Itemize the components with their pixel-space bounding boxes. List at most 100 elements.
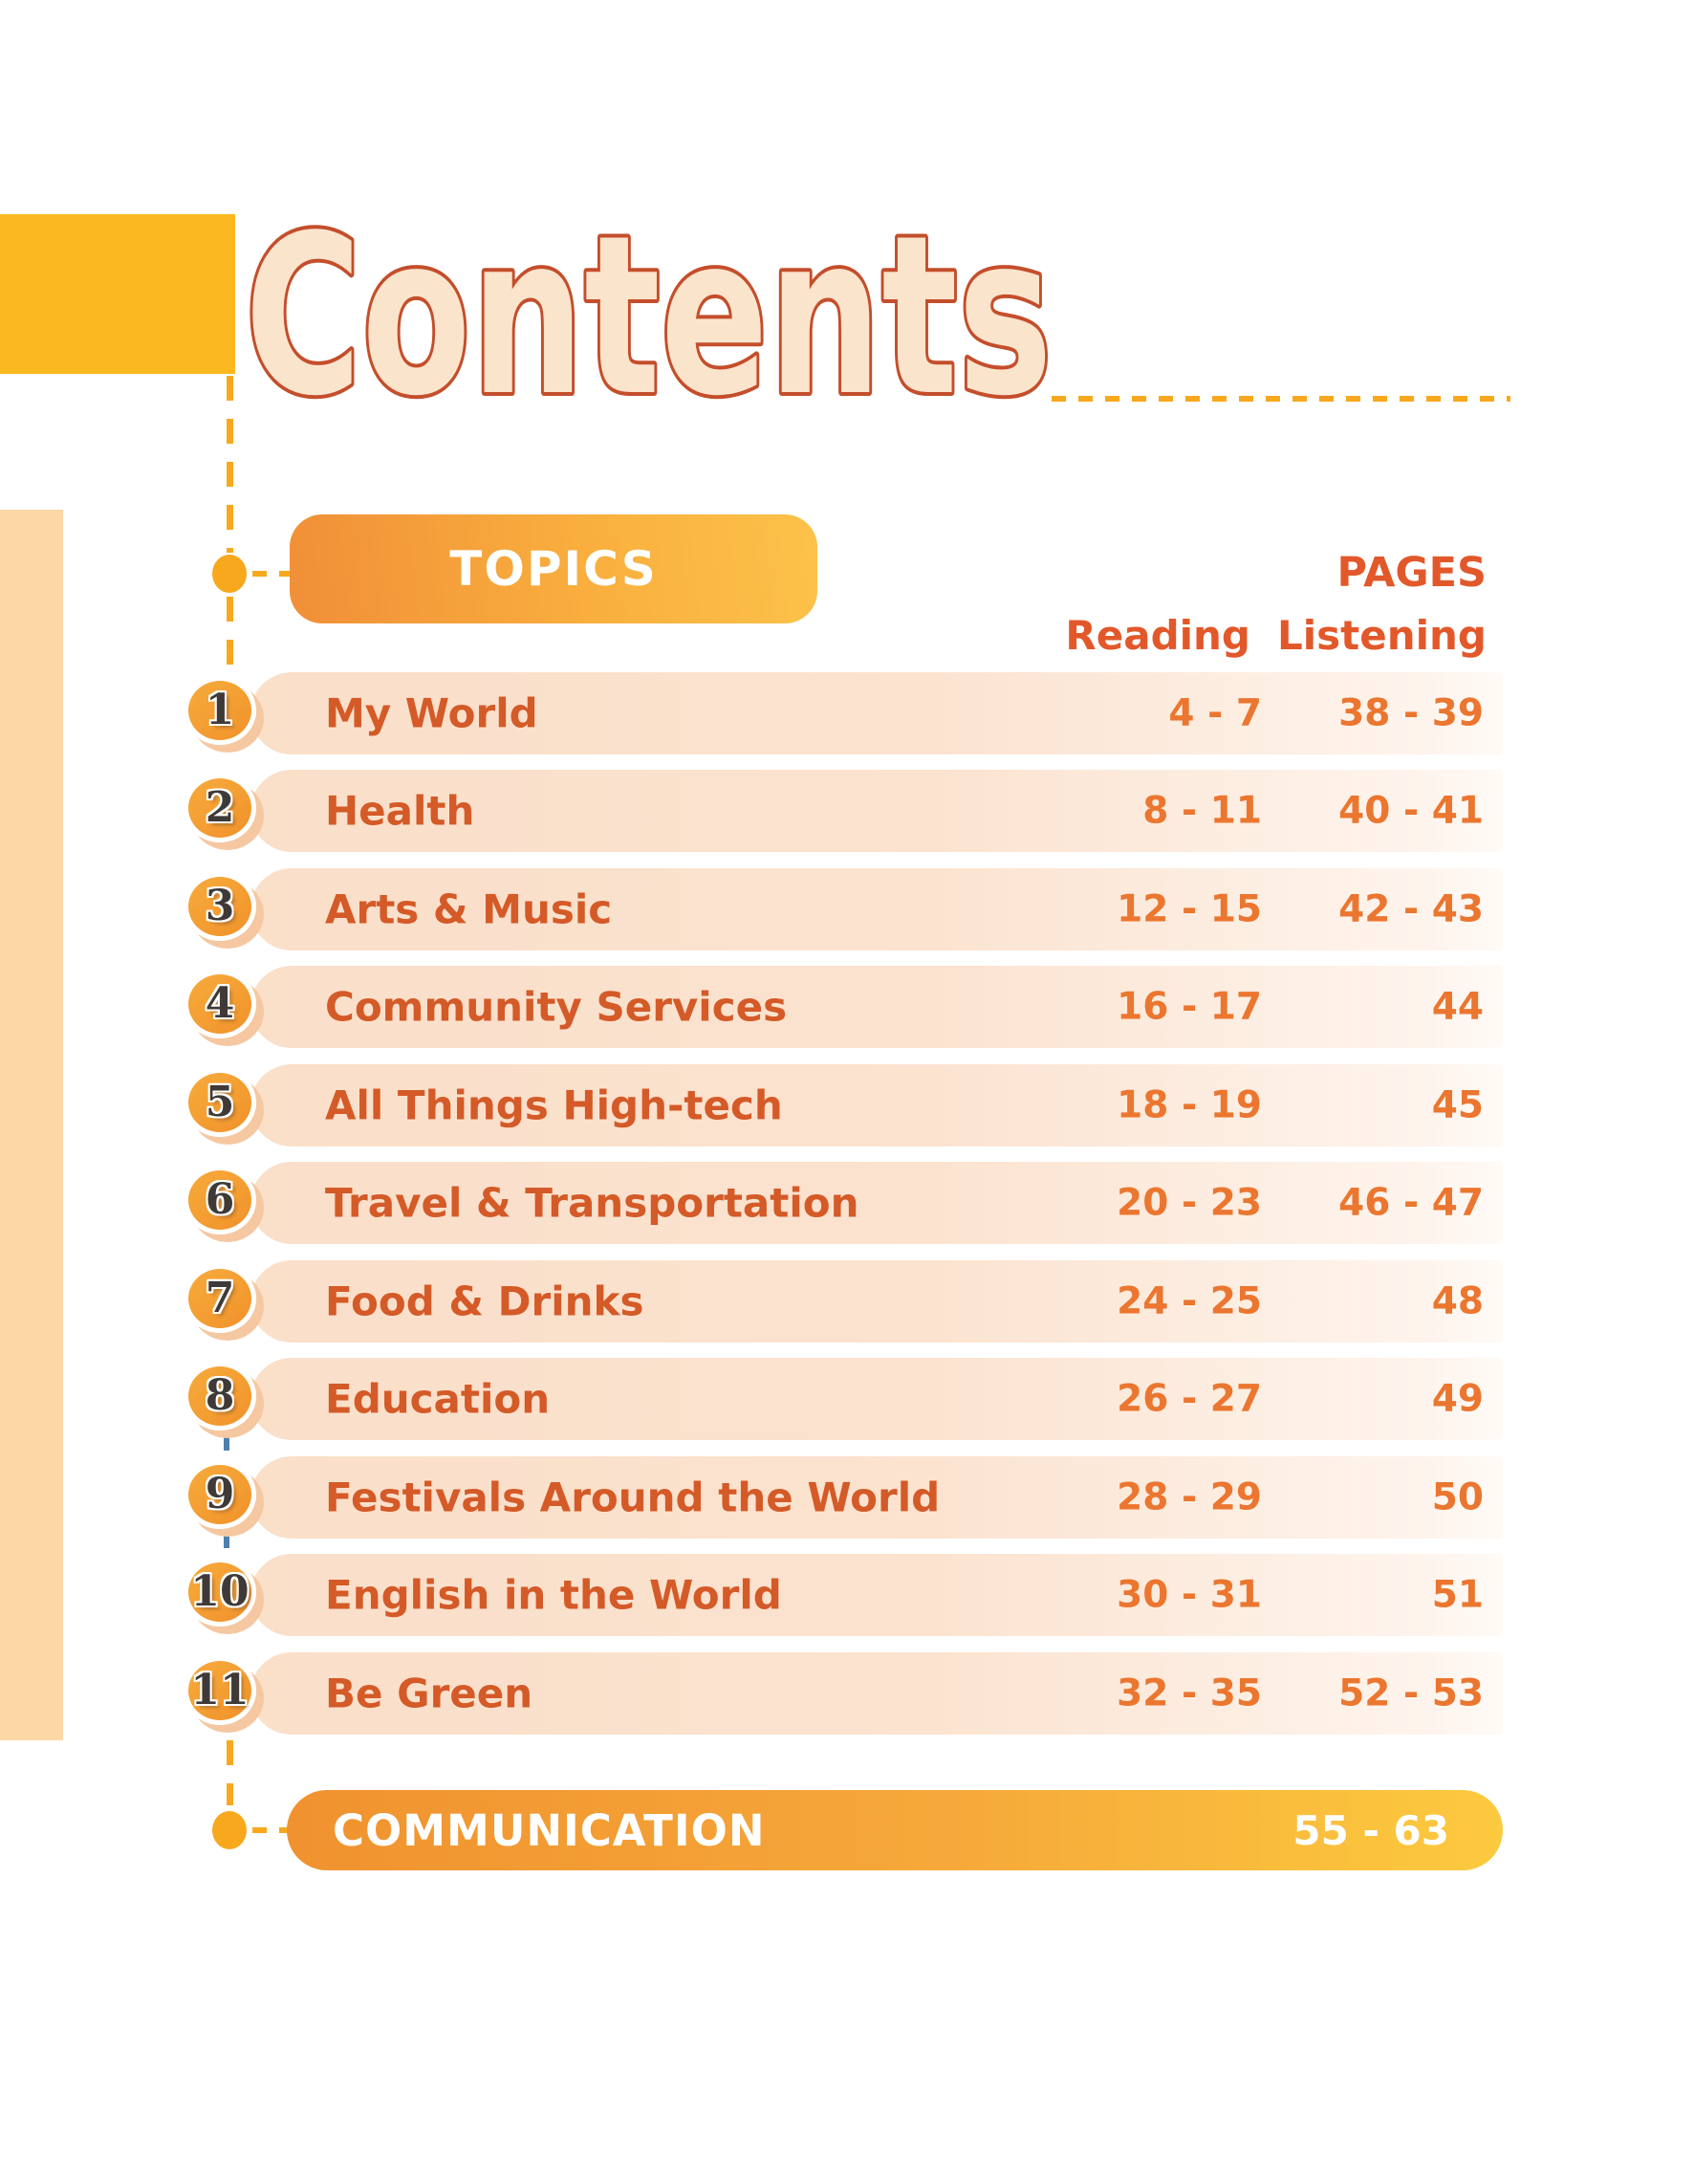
listening-pages: 51 [1431, 1573, 1484, 1617]
row-bar [250, 1456, 1503, 1539]
blue-dash-fragment [224, 1436, 229, 1451]
reading-pages: 18 - 19 [1117, 1083, 1262, 1127]
row-bar [250, 966, 1503, 1048]
title-dashed-line [1052, 396, 1510, 402]
listening-pages: 38 - 39 [1338, 691, 1484, 735]
unit-number: 7 [205, 1274, 235, 1322]
connector-dashed-line-top [227, 376, 233, 553]
reading-pages: 28 - 29 [1117, 1475, 1262, 1519]
table-row: English in the World 30 - 31 51 10 [0, 1554, 1694, 1636]
listening-pages: 45 [1431, 1083, 1484, 1127]
topics-header-pill: TOPICS [290, 514, 817, 623]
unit-number-badge: 8 [184, 1362, 256, 1431]
table-row: Be Green 32 - 35 52 - 53 11 [0, 1652, 1694, 1735]
listening-pages: 48 [1431, 1279, 1484, 1323]
row-bar [250, 672, 1503, 754]
row-bar [250, 1064, 1503, 1147]
unit-label: My World [325, 689, 538, 737]
reading-pages: 8 - 11 [1142, 789, 1262, 833]
table-row: Arts & Music 12 - 15 42 - 43 3 [0, 868, 1694, 950]
unit-label: Education [325, 1375, 551, 1423]
unit-number-badge: 6 [184, 1166, 256, 1234]
reading-pages: 26 - 27 [1117, 1377, 1262, 1421]
unit-label: All Things High-tech [325, 1081, 783, 1129]
row-bar [250, 868, 1503, 950]
table-row: My World 4 - 7 38 - 39 1 [0, 672, 1694, 754]
unit-label: English in the World [325, 1571, 782, 1619]
table-row: Festivals Around the World 28 - 29 50 9 [0, 1456, 1694, 1539]
unit-number-badge: 3 [184, 872, 256, 941]
communication-label: COMMUNICATION [333, 1804, 766, 1856]
reading-pages: 4 - 7 [1168, 691, 1262, 735]
listening-pages: 49 [1431, 1377, 1484, 1421]
unit-number-badge: 4 [184, 970, 256, 1038]
page-title-text: Contents [245, 189, 1053, 430]
row-bar [250, 1260, 1503, 1343]
unit-label: Community Services [325, 983, 788, 1031]
connector-dot-topics [212, 555, 247, 593]
listening-pages: 44 [1431, 985, 1484, 1029]
unit-number: 1 [205, 686, 235, 734]
listening-pages: 52 - 53 [1338, 1671, 1484, 1715]
listening-column-header: Listening [1277, 612, 1487, 659]
row-bar [250, 1652, 1503, 1735]
unit-label: Food & Drinks [325, 1278, 644, 1325]
connector-dot-communication [212, 1811, 247, 1849]
connector-dash-to-topics [252, 571, 293, 577]
unit-number-badge: 9 [184, 1460, 256, 1529]
reading-pages: 20 - 23 [1117, 1181, 1262, 1225]
reading-column-header: Reading [1065, 612, 1250, 659]
connector-dashed-line-mid [227, 597, 233, 685]
unit-number: 5 [205, 1078, 235, 1126]
table-row: All Things High-tech 18 - 19 45 5 [0, 1064, 1694, 1147]
unit-number-badge: 10 [184, 1558, 256, 1627]
connector-dashed-line-bottom [227, 1740, 233, 1805]
unit-label: Arts & Music [325, 885, 613, 933]
reading-pages: 30 - 31 [1117, 1573, 1262, 1617]
unit-number-badge: 2 [184, 774, 256, 842]
blue-dash-fragment [224, 1534, 229, 1548]
reading-pages: 12 - 15 [1117, 887, 1262, 931]
pages-header: PAGES [1336, 549, 1487, 597]
row-bar [250, 1358, 1503, 1440]
left-margin-band [0, 510, 63, 1740]
communication-bar: COMMUNICATION 55 - 63 [287, 1790, 1503, 1870]
page-title-outline: Contents [245, 189, 1053, 430]
unit-number: 2 [205, 783, 235, 832]
row-bar [250, 770, 1503, 852]
title-background-block [0, 214, 235, 374]
row-bar [250, 1162, 1503, 1244]
listening-pages: 40 - 41 [1338, 789, 1484, 833]
unit-label: Be Green [325, 1670, 533, 1717]
listening-pages: 50 [1431, 1475, 1484, 1519]
table-row: Food & Drinks 24 - 25 48 7 [0, 1260, 1694, 1343]
table-row: Health 8 - 11 40 - 41 2 [0, 770, 1694, 852]
communication-pages: 55 - 63 [1292, 1806, 1449, 1854]
unit-number: 3 [205, 882, 235, 930]
unit-label: Festivals Around the World [325, 1474, 941, 1521]
unit-number-badge: 7 [184, 1264, 256, 1333]
table-row: Education 26 - 27 49 8 [0, 1358, 1694, 1440]
unit-label: Travel & Transportation [325, 1179, 859, 1227]
unit-label: Health [325, 787, 475, 835]
unit-number: 6 [205, 1175, 235, 1224]
listening-pages: 46 - 47 [1338, 1181, 1484, 1225]
page-title: Contents Contents [230, 175, 1067, 430]
listening-pages: 42 - 43 [1338, 887, 1484, 931]
unit-number-badge: 1 [184, 676, 256, 745]
unit-number-badge: 11 [184, 1656, 256, 1725]
table-row: Travel & Transportation 20 - 23 46 - 47 … [0, 1162, 1694, 1244]
table-row: Community Services 16 - 17 44 4 [0, 966, 1694, 1048]
unit-number-badge: 5 [184, 1068, 256, 1137]
unit-number: 9 [205, 1470, 235, 1518]
reading-pages: 32 - 35 [1117, 1671, 1262, 1715]
reading-pages: 16 - 17 [1117, 985, 1262, 1029]
unit-number: 8 [205, 1371, 235, 1420]
topics-header-label: TOPICS [449, 541, 658, 597]
unit-number: 11 [190, 1666, 250, 1714]
reading-pages: 24 - 25 [1117, 1279, 1262, 1323]
row-bar [250, 1554, 1503, 1636]
connector-dash-to-communication [252, 1827, 293, 1833]
unit-number: 4 [205, 979, 235, 1028]
unit-number: 10 [190, 1567, 250, 1616]
